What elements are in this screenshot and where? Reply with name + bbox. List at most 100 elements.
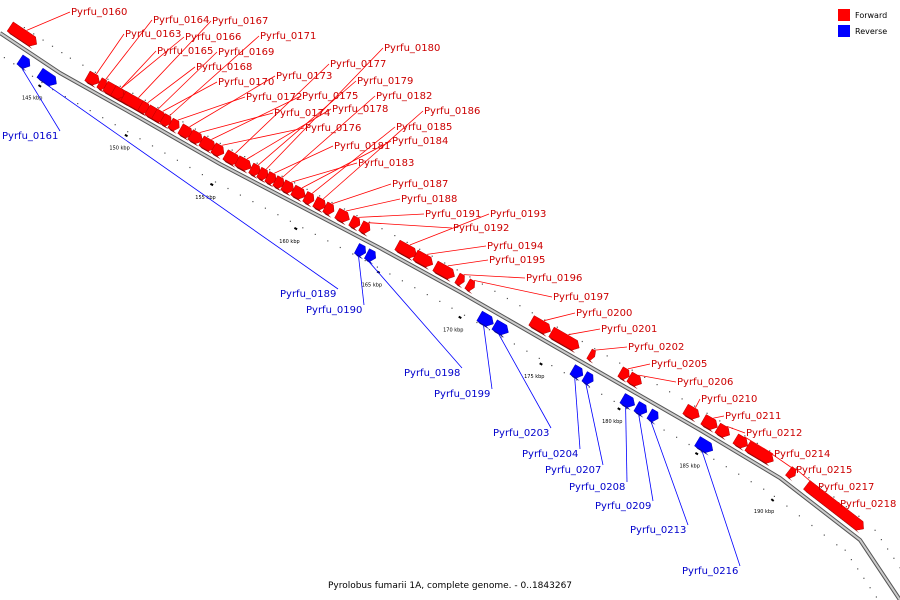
pyrfu_0182-feature — [272, 175, 285, 192]
pyrfu_0185-body — [302, 191, 315, 205]
backbone-dot — [631, 369, 633, 371]
leader-pyrfu_0167 — [138, 20, 212, 98]
gene-label-pyrfu-0204: Pyrfu_0204 — [522, 449, 578, 460]
pyrfu_0204-feature — [569, 364, 584, 381]
backbone-dot — [414, 287, 416, 289]
pyrfu_0196-feature — [454, 272, 465, 289]
label-leaders — [21, 11, 840, 567]
backbone-dot — [23, 27, 25, 29]
gene-labels: Pyrfu_0160 Pyrfu_0163 Pyrfu_0164 Pyrfu_0165… — [2, 7, 896, 577]
backbone-dot — [339, 246, 341, 249]
backbone-dot — [194, 128, 196, 130]
pyrfu_0179-shadow — [248, 172, 258, 179]
pyrfu_0194-body — [412, 249, 434, 268]
pyrfu_0210-shadow — [682, 413, 696, 423]
backbone-dot — [601, 393, 603, 395]
backbone-highlight — [0, 32, 900, 600]
pyrfu_0217-feature — [785, 466, 797, 482]
backbone-dot — [144, 99, 146, 101]
pyrfu_0176-body — [210, 142, 225, 157]
scale-tick — [209, 182, 214, 187]
leader-pyrfu_0217 — [795, 468, 818, 488]
backbone-dot — [61, 52, 63, 54]
pyrfu_0192-body — [358, 220, 371, 234]
gene-label-pyrfu-0182: Pyrfu_0182 — [376, 91, 432, 102]
pyrfu_0194-shadow — [412, 259, 429, 270]
pyrfu_0191-body — [348, 215, 361, 229]
pyrfu_0172-feature — [167, 117, 180, 134]
pyrfu_0166-body — [110, 85, 125, 100]
pyrfu_0172-body — [167, 117, 180, 132]
gene-label-pyrfu-0201: Pyrfu_0201 — [601, 324, 657, 335]
pyrfu_0170-feature — [151, 108, 166, 126]
backbone-dot — [451, 307, 453, 309]
pyrfu_0208-shadow — [619, 402, 631, 411]
pyrfu_0214-shadow — [732, 443, 744, 451]
pyrfu_0212-shadow — [714, 432, 726, 441]
backbone-dot — [706, 412, 708, 414]
pyrfu_0190-body — [353, 243, 366, 257]
backbone-dot — [401, 280, 403, 282]
leader-pyrfu_0173 — [189, 75, 276, 128]
pyrfu_0184-feature — [290, 184, 306, 203]
backbone-dot — [531, 312, 533, 314]
gene-label-pyrfu-0194: Pyrfu_0194 — [487, 241, 543, 252]
pyrfu_0184-shadow — [290, 194, 302, 203]
backbone-dot — [389, 273, 391, 275]
backbone-dot — [858, 515, 860, 517]
pyrfu_0203-shadow — [491, 329, 505, 338]
pyrfu_0214-feature — [732, 433, 748, 451]
pyrfu_0207-feature — [581, 371, 594, 388]
pyrfu_0178-body — [234, 155, 252, 171]
backbone-dot — [551, 365, 553, 367]
gene-label-pyrfu-0188: Pyrfu_0188 — [401, 194, 457, 205]
backbone-dot — [343, 208, 346, 210]
backbone-dot — [844, 549, 846, 551]
pyrfu_0217-body — [785, 466, 797, 479]
backbone-dot — [845, 506, 847, 508]
backbone-dot — [289, 220, 291, 222]
gene-label-pyrfu-0208: Pyrfu_0208 — [569, 482, 625, 493]
pyrfu_0174-shadow — [187, 139, 199, 147]
leader-pyrfu_0203 — [498, 333, 552, 429]
backbone-dot — [588, 386, 590, 388]
pyrfu_0209-body — [633, 401, 648, 416]
backbone-dot — [107, 78, 109, 80]
backbone-dot — [132, 92, 134, 94]
backbone-dot — [13, 63, 15, 65]
backbone-dot — [875, 596, 877, 598]
pyrfu_0163-body — [84, 70, 100, 86]
gene-label-pyrfu-0180: Pyrfu_0180 — [384, 43, 440, 54]
pyrfu_0163-feature — [84, 70, 100, 88]
pyrfu_0211-feature — [700, 414, 718, 433]
pyrfu_0181-feature — [264, 171, 277, 188]
pyrfu_0211-shadow — [700, 424, 714, 433]
scale-tick — [694, 452, 699, 456]
backbone-dot — [476, 321, 478, 324]
leader-pyrfu_0210 — [695, 398, 701, 408]
backbone-dot — [207, 135, 209, 137]
scale-tick-label: 155 kbp — [195, 195, 215, 201]
pyrfu_0190-feature — [353, 243, 366, 260]
pyrfu_0205-feature — [617, 366, 630, 383]
backbone-dot — [102, 117, 104, 119]
pyrfu_0209-shadow — [633, 411, 644, 418]
backbone-dot — [219, 142, 221, 144]
legend-swatch-reverse — [838, 25, 850, 37]
pyrfu_0202-shadow — [586, 358, 594, 364]
backbone-dot — [581, 340, 583, 343]
pyrfu_0168-feature — [137, 100, 150, 117]
backbone-dot — [182, 121, 184, 123]
legend-swatch-forward — [838, 9, 850, 21]
pyrfu_0193-feature — [394, 239, 417, 261]
backbone-dot — [869, 587, 871, 589]
leader-pyrfu_0186 — [322, 110, 424, 200]
backbone-dot — [277, 214, 279, 216]
pyrfu_0182-shadow — [272, 185, 282, 192]
pyrfu_0205-shadow — [617, 376, 627, 383]
scale-tick — [770, 498, 775, 502]
gene-label-pyrfu-0165: Pyrfu_0165 — [157, 46, 213, 57]
pyrfu_0182-body — [272, 175, 285, 189]
pyrfu_0183-shadow — [280, 189, 291, 197]
pyrfu_0216-feature — [694, 436, 714, 456]
